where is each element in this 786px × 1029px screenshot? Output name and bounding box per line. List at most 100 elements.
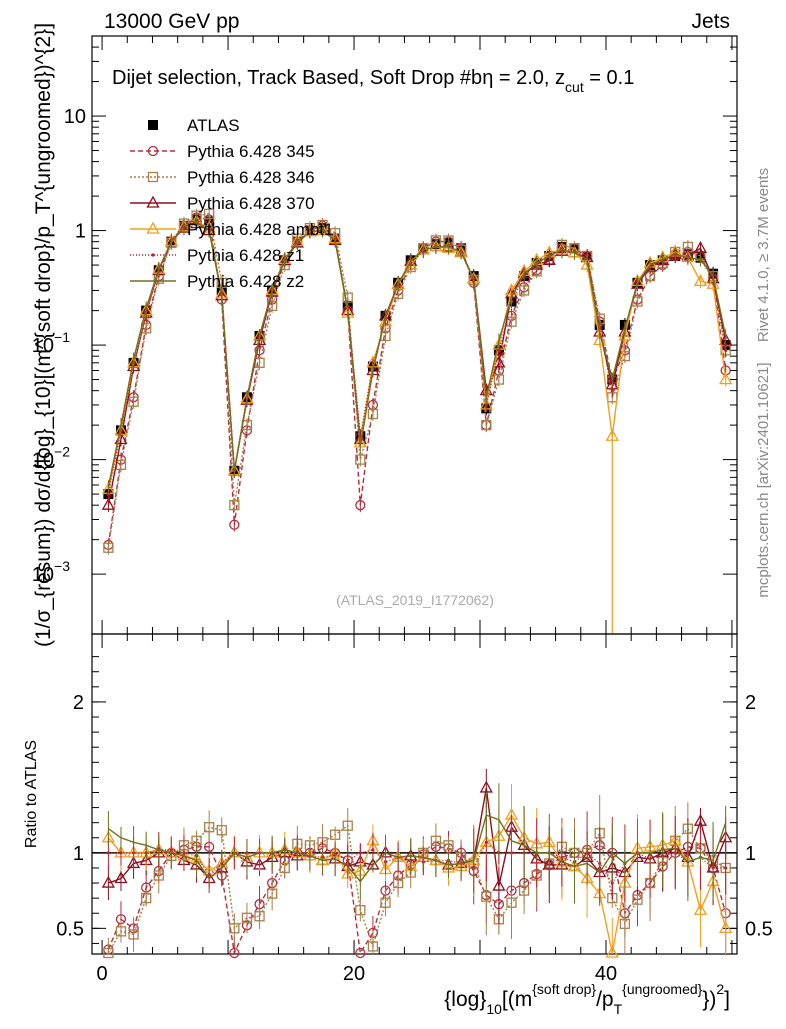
main-point [610,389,614,393]
main-point [593,332,607,345]
ratio-point [141,893,152,904]
ratio-point [103,947,114,959]
main-point [693,274,708,287]
main-y-tick-base: 1 [75,221,86,243]
main-point [229,519,240,530]
main-point [355,500,366,511]
main-point [128,396,139,407]
main-point [252,332,267,345]
ratio-point [484,840,488,844]
main-point [106,492,110,496]
ratio-point [115,926,127,937]
legend-item: Pythia 6.428 z1 [130,246,304,265]
main-y-tick-label: 10−2 [32,444,70,472]
legend-item: Pythia 6.428 z2 [130,272,304,291]
ratio-point [153,870,164,881]
main-point [367,408,379,420]
ratio-point [254,911,265,922]
ratio-y-tick-label-right: 2 [745,692,756,714]
legend-item: Pythia 6.428 ambt1 [130,220,333,239]
ratio-panel: 0.5 0.51 12 20 20 40 Ratio to ATLAS {log}10[(… [23,633,773,1017]
x-axis-label-sup3: 2 [716,981,724,997]
main-title-text: Dijet selection, Track Based, Soft Drop … [112,67,482,89]
ratio-point [605,945,619,958]
ratio-point [610,881,614,885]
x-axis-label-mid: [(m [502,988,532,1011]
main-point [497,348,501,352]
main-point [706,276,720,289]
main-y-tick-base: 10 [64,106,86,128]
x-axis-label-sub: 10 [486,1001,502,1017]
main-point [101,497,115,510]
legend-label: Pythia 6.428 ambt1 [187,220,333,239]
ratio-point [443,840,454,851]
ratio-point [619,918,631,929]
main-title-sub: cut [565,79,584,95]
main-title-end: = 0.1 [584,67,635,89]
main-point [719,372,733,385]
legend-label: ATLAS [187,116,240,135]
main-point [484,403,488,407]
x-tick-label: 20 [343,963,365,985]
main-series-line [107,216,727,545]
main-title-suffix: η = 2.0, z [482,67,565,89]
main-point [580,257,594,270]
ratio-point [101,875,115,888]
main-point [724,348,728,352]
ratio-point [492,878,506,891]
main-point [204,208,215,219]
main-title: Dijet selection, Track Based, Soft Drop … [112,67,634,95]
ratio-point [241,912,253,923]
ratio-point [266,888,278,899]
x-tick-label: 0 [97,963,108,985]
ratio-point [106,851,110,855]
ratio-point [229,923,240,934]
legend-item: ATLAS [148,116,240,135]
main-series-line [107,213,727,548]
main-point [693,240,708,253]
ratio-point [719,920,733,933]
ratio-point [367,941,379,952]
legend-label: Pythia 6.428 z2 [187,272,304,291]
legend-marker [146,195,160,208]
main-point [492,355,506,368]
x-axis-label: {log}10[(m{soft drop}/pT {ungroomed}})2] [444,981,730,1017]
main-series-line [107,221,727,487]
ratio-plot-frame [91,633,738,955]
ratio-series-line [107,844,727,956]
main-plot-marks [101,206,733,634]
main-point [126,359,141,372]
main-point [355,454,366,465]
ratio-point [481,891,492,902]
legend: ATLAS Pythia 6.428 345 Pythia 6.428 346 Pyt… [130,116,333,291]
main-y-tick-exp: −3 [54,558,70,574]
legend-item: Pythia 6.428 346 [130,168,315,187]
ratio-y-tick-label-left: 0.5 [56,918,84,940]
legend-item: Pythia 6.428 370 [130,194,315,213]
main-y-tick-label: 1 [75,221,86,243]
x-axis-label-sup2: {ungroomed} [622,981,703,997]
x-tick-label: 40 [595,963,617,985]
main-y-tick-base: 10 [32,335,54,357]
x-axis-label-prefix: {log} [444,988,486,1011]
main-point [619,351,631,362]
ratio-point [371,848,375,852]
x-axis-label-mid2: /p [596,988,614,1011]
ratio-y-tick-label-right: 1 [745,843,756,865]
ratio-point [632,894,643,905]
main-y-tick-exp: −2 [54,444,70,460]
ratio-point [392,877,404,889]
main-point [229,500,240,511]
ratio-point [724,866,728,870]
ratio-series-line [107,814,727,883]
x-axis-label-end: }) [702,988,716,1011]
main-y-tick-exp: −1 [54,329,70,345]
x-axis-label-sup1: {soft drop} [532,981,596,997]
ratio-point [119,851,123,855]
ratio-point [114,871,128,884]
legend-marker [148,120,158,130]
mcplots-label: mcplots.cern.ch [arXiv:2401.10621] [755,362,772,597]
ratio-series-0 [103,809,731,959]
